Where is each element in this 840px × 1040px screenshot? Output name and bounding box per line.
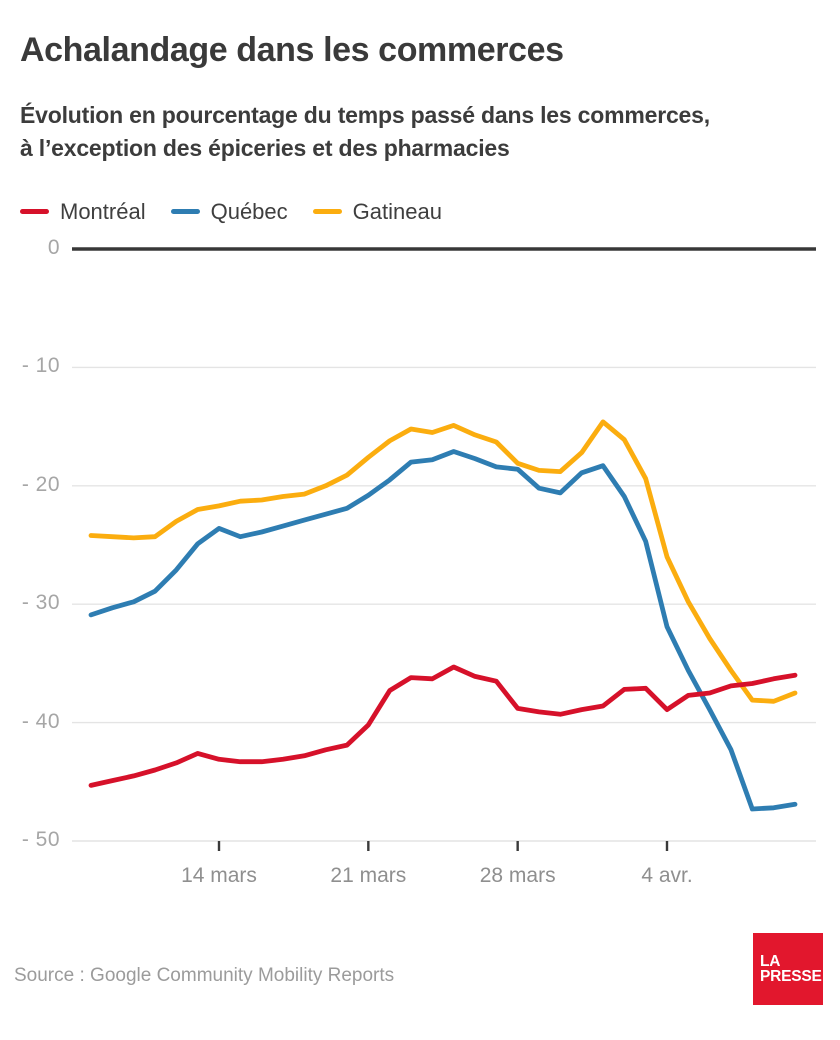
legend-item-montreal: Montréal xyxy=(20,199,146,225)
legend: Montréal Québec Gatineau xyxy=(20,198,442,225)
series-line-gatineau xyxy=(88,419,798,704)
series-line-quebec xyxy=(88,449,798,812)
series-line-montreal xyxy=(88,664,798,788)
legend-label: Québec xyxy=(210,198,288,224)
source-credit: Source : Google Community Mobility Repor… xyxy=(14,965,395,986)
logo-line-2: PRESSE xyxy=(760,968,822,985)
legend-dash-icon xyxy=(170,209,200,214)
logo-line-1: LA xyxy=(760,952,781,970)
legend-item-gatineau: Gatineau xyxy=(312,198,442,225)
legend-item-quebec: Québec xyxy=(170,198,288,225)
legend-dash-icon xyxy=(20,209,49,214)
legend-label: Gatineau xyxy=(352,198,442,224)
subtitle-line-2: à l’exception des épiceries et des pharm… xyxy=(20,135,510,161)
legend-label: Montréal xyxy=(60,198,146,224)
chart-subtitle: Évolution en pourcentage du temps passé … xyxy=(20,99,710,165)
lapresse-logo: LA PRESSE xyxy=(753,933,823,1005)
subtitle-line-1: Évolution en pourcentage du temps passé … xyxy=(20,102,710,128)
page-title: Achalandage dans les commerces xyxy=(20,31,564,69)
legend-dash-icon xyxy=(312,209,342,214)
